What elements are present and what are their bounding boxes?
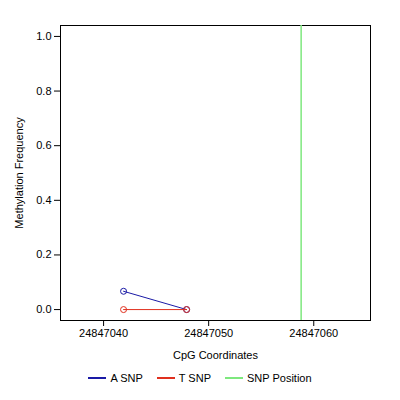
- svg-text:0.8: 0.8: [36, 85, 51, 97]
- svg-text:24847060: 24847060: [289, 327, 338, 339]
- svg-text:Methylation Frequency: Methylation Frequency: [13, 117, 25, 229]
- svg-text:0.6: 0.6: [36, 139, 51, 151]
- svg-text:CpG Coordinates: CpG Coordinates: [173, 349, 258, 361]
- svg-text:0.4: 0.4: [36, 194, 51, 206]
- svg-text:24847040: 24847040: [79, 327, 128, 339]
- svg-text:24847050: 24847050: [184, 327, 233, 339]
- svg-text:1.0: 1.0: [36, 30, 51, 42]
- html-text:T SNP: T SNP: [178, 372, 211, 384]
- svg-text:0.2: 0.2: [36, 248, 51, 260]
- html-text:A SNP: A SNP: [110, 372, 143, 384]
- html-text:SNP Position: SNP Position: [247, 372, 312, 384]
- svg-text:0.0: 0.0: [36, 303, 51, 315]
